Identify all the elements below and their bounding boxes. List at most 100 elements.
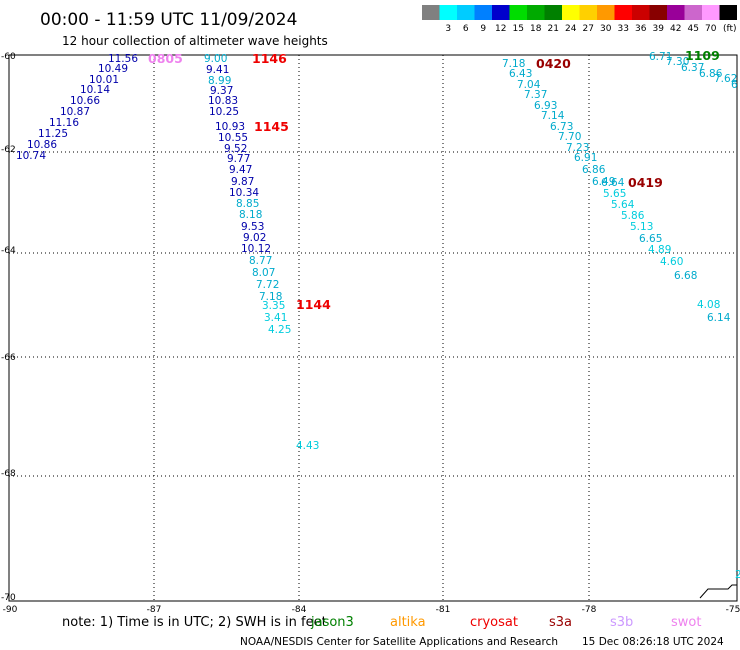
legend-swatch [544,5,562,20]
legend-label: 42 [670,24,681,34]
wave-height-label: 7.30 [666,56,689,68]
wave-height-label: 6.86 [699,68,723,80]
wave-height-label: 10.55 [218,132,248,144]
wave-height-label: 9.77 [227,153,250,165]
legend-swatch [474,5,492,20]
map-title: 00:00 - 11:59 UTC 11/09/2024 [40,10,297,30]
wave-height-label: 7.62 [714,73,737,85]
legend-label: 27 [583,24,594,34]
wave-height-label: 10.93 [215,121,245,133]
lat-tick-label: -62 [1,145,16,155]
wave-height-label: 9.37 [210,85,233,97]
lat-tick-label: -64 [1,246,16,256]
wave-height-label: 9.02 [243,232,266,244]
legend-swatch [684,5,702,20]
wave-height-label: 10.87 [60,106,90,118]
wave-height-label: 6.68 [674,270,697,282]
wave-height-label: 10.01 [89,74,119,86]
wave-height-label: 6.64 [601,177,625,189]
legend-label: 12 [495,24,506,34]
legend-label: 36 [635,24,647,34]
wave-height-label: 5.86 [621,210,645,222]
satellite-name: altika [390,615,426,630]
track-time-label: 0419 [628,175,663,190]
lon-tick-label: -87 [147,605,162,615]
wave-height-label: 10.34 [229,187,259,199]
legend-swatch [457,5,475,20]
track-time-label: 1144 [296,297,331,312]
legend-swatch [719,5,737,20]
wave-height-label: 7.04 [517,79,541,91]
lon-tick-label: -78 [582,605,597,615]
wave-height-label: 10.49 [98,63,128,75]
legend-swatch [649,5,667,20]
satellite-name: jason3 [310,615,354,630]
wave-height-label: 6.71 [649,51,672,63]
track-time-label: 1146 [252,51,287,66]
legend-swatch [632,5,650,20]
lon-tick-label: -75 [726,605,740,615]
wave-height-label: 6.43 [509,68,532,80]
wave-height-label: 9.47 [229,164,252,176]
wave-height-label: 8.77 [249,255,272,267]
legend-label: 24 [565,24,577,34]
wave-height-label: 4.08 [697,299,720,311]
wave-height-label: 6.49 [592,176,615,188]
legend-swatch [439,5,457,20]
wave-height-label: 10.25 [209,106,239,118]
note-text: note: 1) Time is in UTC; 2) SWH is in fe… [62,615,327,630]
wave-height-label: 10.12 [241,243,271,255]
legend-label: 6 [463,24,469,34]
satellite-name: s3b [610,615,633,630]
legend-label: 18 [530,24,542,34]
wave-height-label: 4.25 [268,324,291,336]
legend-label: 70 [705,24,717,34]
wave-height-label: 11.56 [108,53,138,65]
wave-height-label: 8.85 [236,198,259,210]
lat-lon-grid [9,55,737,601]
wave-height-label: 11.16 [49,117,79,129]
wave-height-label: 7.18 [259,291,282,303]
coastline [699,584,737,599]
lon-tick-label: -81 [436,605,451,615]
legend-swatch [527,5,545,20]
track-time-label: 0805 [148,51,183,66]
wave-height-label: 11.25 [38,128,68,140]
wave-height-label: 5.64 [611,199,635,211]
wave-height-label: 6.73 [550,121,573,133]
legend-label: 9 [480,24,486,34]
legend-label: 33 [618,24,629,34]
map-frame [8,54,738,602]
track-time-label: 0420 [536,56,571,71]
wave-height-label: 10.83 [208,95,238,107]
legend-swatch [579,5,597,20]
wave-height-label: 6 [731,79,738,91]
wave-height-label: 6.91 [574,152,597,164]
wave-height-label: 7.37 [524,89,547,101]
wave-height-label: 9.41 [206,64,229,76]
legend-label: 21 [548,24,559,34]
wave-height-label: 6.37 [681,62,704,74]
wave-height-label: 4.89 [648,244,671,256]
lat-tick-label: -70 [1,593,16,603]
wave-height-label: 4.43 [296,440,319,452]
wave-height-observations: 11.5610.4910.0110.1410.6610.8711.1611.25… [16,51,740,581]
wave-height-label: 8.99 [208,75,231,87]
wave-height-label: 9.53 [241,221,264,233]
lon-tick-label: -84 [292,605,307,615]
satellite-name: s3a [549,615,572,630]
legend-label: 15 [513,24,524,34]
map-subtitle: 12 hour collection of altimeter wave hei… [62,34,328,48]
legend-label: 30 [600,24,612,34]
wave-height-label: 6.86 [582,164,606,176]
legend-label: 45 [688,24,699,34]
wave-height-label: 5.13 [630,221,653,233]
legend-label: 3 [445,24,451,34]
wave-height-label: 4.60 [660,256,683,268]
lat-tick-label: -66 [1,353,16,363]
legend-swatch [422,5,440,20]
wave-height-label: 7.14 [541,110,565,122]
axis-tick-labels: -90 -87 -84 -81 -78 -75 -60 -62 -64 -66 -68 -70 [1,52,740,615]
lat-tick-label: -60 [1,52,16,62]
